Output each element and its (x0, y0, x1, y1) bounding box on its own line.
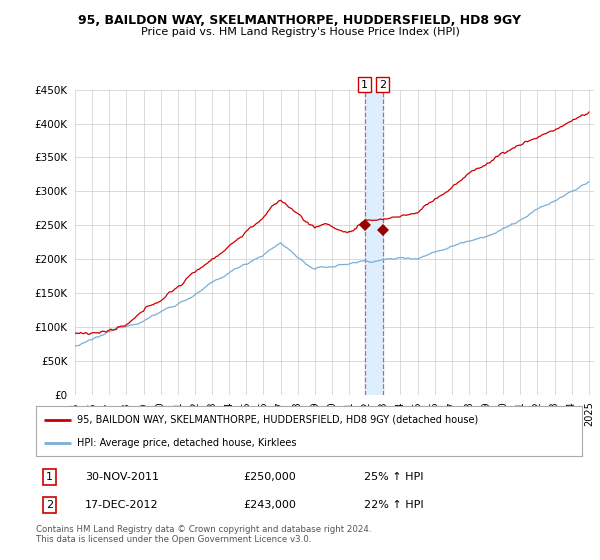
Text: 2: 2 (379, 80, 386, 90)
Text: 30-NOV-2011: 30-NOV-2011 (85, 472, 159, 482)
Bar (365, 90, 383, 395)
Text: 2: 2 (46, 500, 53, 510)
Text: 95, BAILDON WAY, SKELMANTHORPE, HUDDERSFIELD, HD8 9GY: 95, BAILDON WAY, SKELMANTHORPE, HUDDERSF… (79, 14, 521, 27)
Text: 25% ↑ HPI: 25% ↑ HPI (364, 472, 423, 482)
Text: Price paid vs. HM Land Registry's House Price Index (HPI): Price paid vs. HM Land Registry's House … (140, 27, 460, 37)
Text: £243,000: £243,000 (244, 500, 296, 510)
Text: Contains HM Land Registry data © Crown copyright and database right 2024.
This d: Contains HM Land Registry data © Crown c… (36, 525, 371, 544)
Text: 1: 1 (46, 472, 53, 482)
Text: 22% ↑ HPI: 22% ↑ HPI (364, 500, 423, 510)
Text: 95, BAILDON WAY, SKELMANTHORPE, HUDDERSFIELD, HD8 9GY (detached house): 95, BAILDON WAY, SKELMANTHORPE, HUDDERSF… (77, 414, 478, 424)
Text: HPI: Average price, detached house, Kirklees: HPI: Average price, detached house, Kirk… (77, 438, 296, 448)
Text: 1: 1 (361, 80, 368, 90)
Text: £250,000: £250,000 (244, 472, 296, 482)
Text: 17-DEC-2012: 17-DEC-2012 (85, 500, 159, 510)
